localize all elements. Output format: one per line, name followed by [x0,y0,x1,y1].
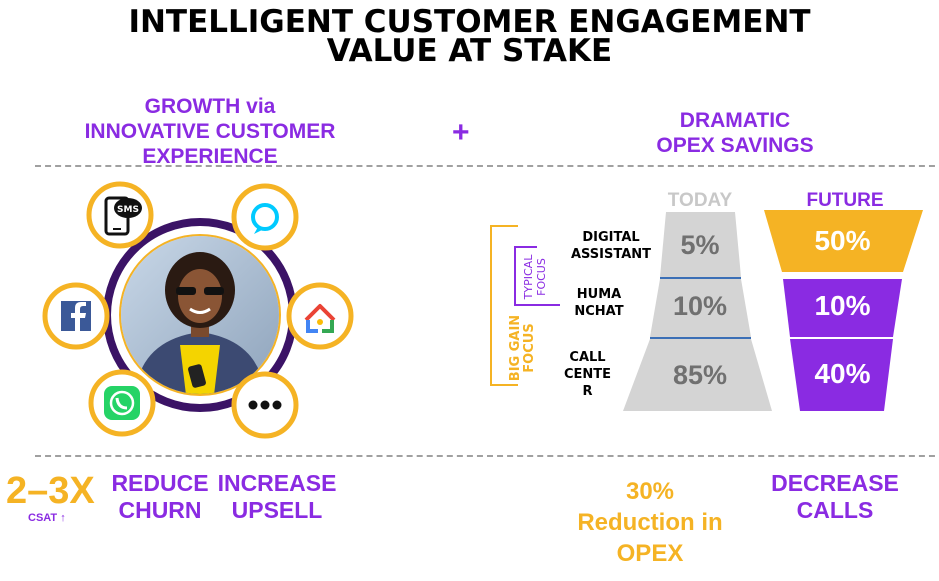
stage-label-human-line-1: HUMA [576,287,622,302]
growth-heading-line-3: EXPERIENCE [142,145,278,168]
facebook-icon [42,282,110,350]
alexa-icon [231,183,299,251]
opex-reduction-line-1: 30% [625,478,675,505]
today-header: TODAY [667,190,733,211]
opex-heading-line-2: OPEX SAVINGS [656,134,814,157]
plus-sign: + [452,116,470,149]
stage-label-human-line-2: NCHAT [574,304,624,319]
csat-up-arrow-icon: ↑ [60,512,66,524]
google-home-icon [286,282,354,350]
stage-label-call-center: CALL CENTE R [560,349,615,400]
stage-label-call-line-2: CENTE [563,367,612,382]
customer-photo [119,234,281,396]
decrease-calls-line-1: DECREASE [771,470,899,496]
csat-value: 2–3X [6,470,95,512]
csat-caption: CSAT ↑ [28,512,66,524]
increase-upsell: INCREASE UPSELL [214,470,340,524]
stage-label-digital-line-2: ASSISTANT [570,247,652,262]
csat-label: CSAT [28,512,58,524]
title-line-2: VALUE AT STAKE [326,33,613,69]
decrease-calls-line-2: CALLS [796,497,874,523]
big-gain-focus-label: BIG GAIN FOCUS [508,298,539,398]
growth-heading-line-2: INNOVATIVE CUSTOMER [84,120,336,143]
growth-heading-line-1: GROWTH via [144,95,276,118]
today-value-human: 10% [672,291,728,321]
whatsapp-icon [88,369,156,437]
stage-label-call-line-3: R [582,384,593,399]
reduce-churn-line-2: CHURN [118,497,202,523]
stage-label-call-line-1: CALL [569,350,606,365]
sms-phone-icon: SMS [86,181,154,249]
future-value-human: 10% [814,290,871,321]
growth-heading: GROWTH via INNOVATIVE CUSTOMER EXPERIENC… [40,94,380,169]
future-value-call: 40% [814,358,871,389]
page-title: INTELLIGENT CUSTOMER ENGAGEMENT VALUE AT… [0,4,939,69]
reduce-churn: REDUCE CHURN [108,470,212,524]
increase-upsell-line-2: UPSELL [231,497,323,523]
opex-heading: DRAMATIC OPEX SAVINGS [620,108,850,158]
opex-reduction: 30% Reduction in OPEX [555,476,745,569]
divider-bottom [35,455,939,457]
future-value-digital: 50% [814,225,871,256]
sms-label: SMS [117,205,139,215]
title-line-1: INTELLIGENT CUSTOMER ENGAGEMENT [128,4,811,40]
increase-upsell-line-1: INCREASE [217,470,337,496]
stage-label-digital-line-1: DIGITAL [582,230,640,245]
opex-heading-line-1: DRAMATIC [679,109,791,132]
stage-label-human-chat: HUMA NCHAT [565,286,633,320]
big-gain-focus-line-1: BIG GAIN [508,314,523,382]
channel-ring [103,218,297,412]
stage-label-digital-assistant: DIGITAL ASSISTANT [565,229,657,263]
future-header: FUTURE [806,190,884,211]
opex-reduction-line-2: Reduction in [577,509,723,536]
more-icon [231,371,299,439]
today-value-digital: 5% [680,230,720,260]
decrease-calls: DECREASE CALLS [765,470,905,524]
today-value-call: 85% [672,360,728,390]
big-gain-focus-line-2: FOCUS [522,323,537,373]
divider-top [35,165,939,167]
opex-reduction-line-3: OPEX [616,540,684,567]
reduce-churn-line-1: REDUCE [111,470,209,496]
